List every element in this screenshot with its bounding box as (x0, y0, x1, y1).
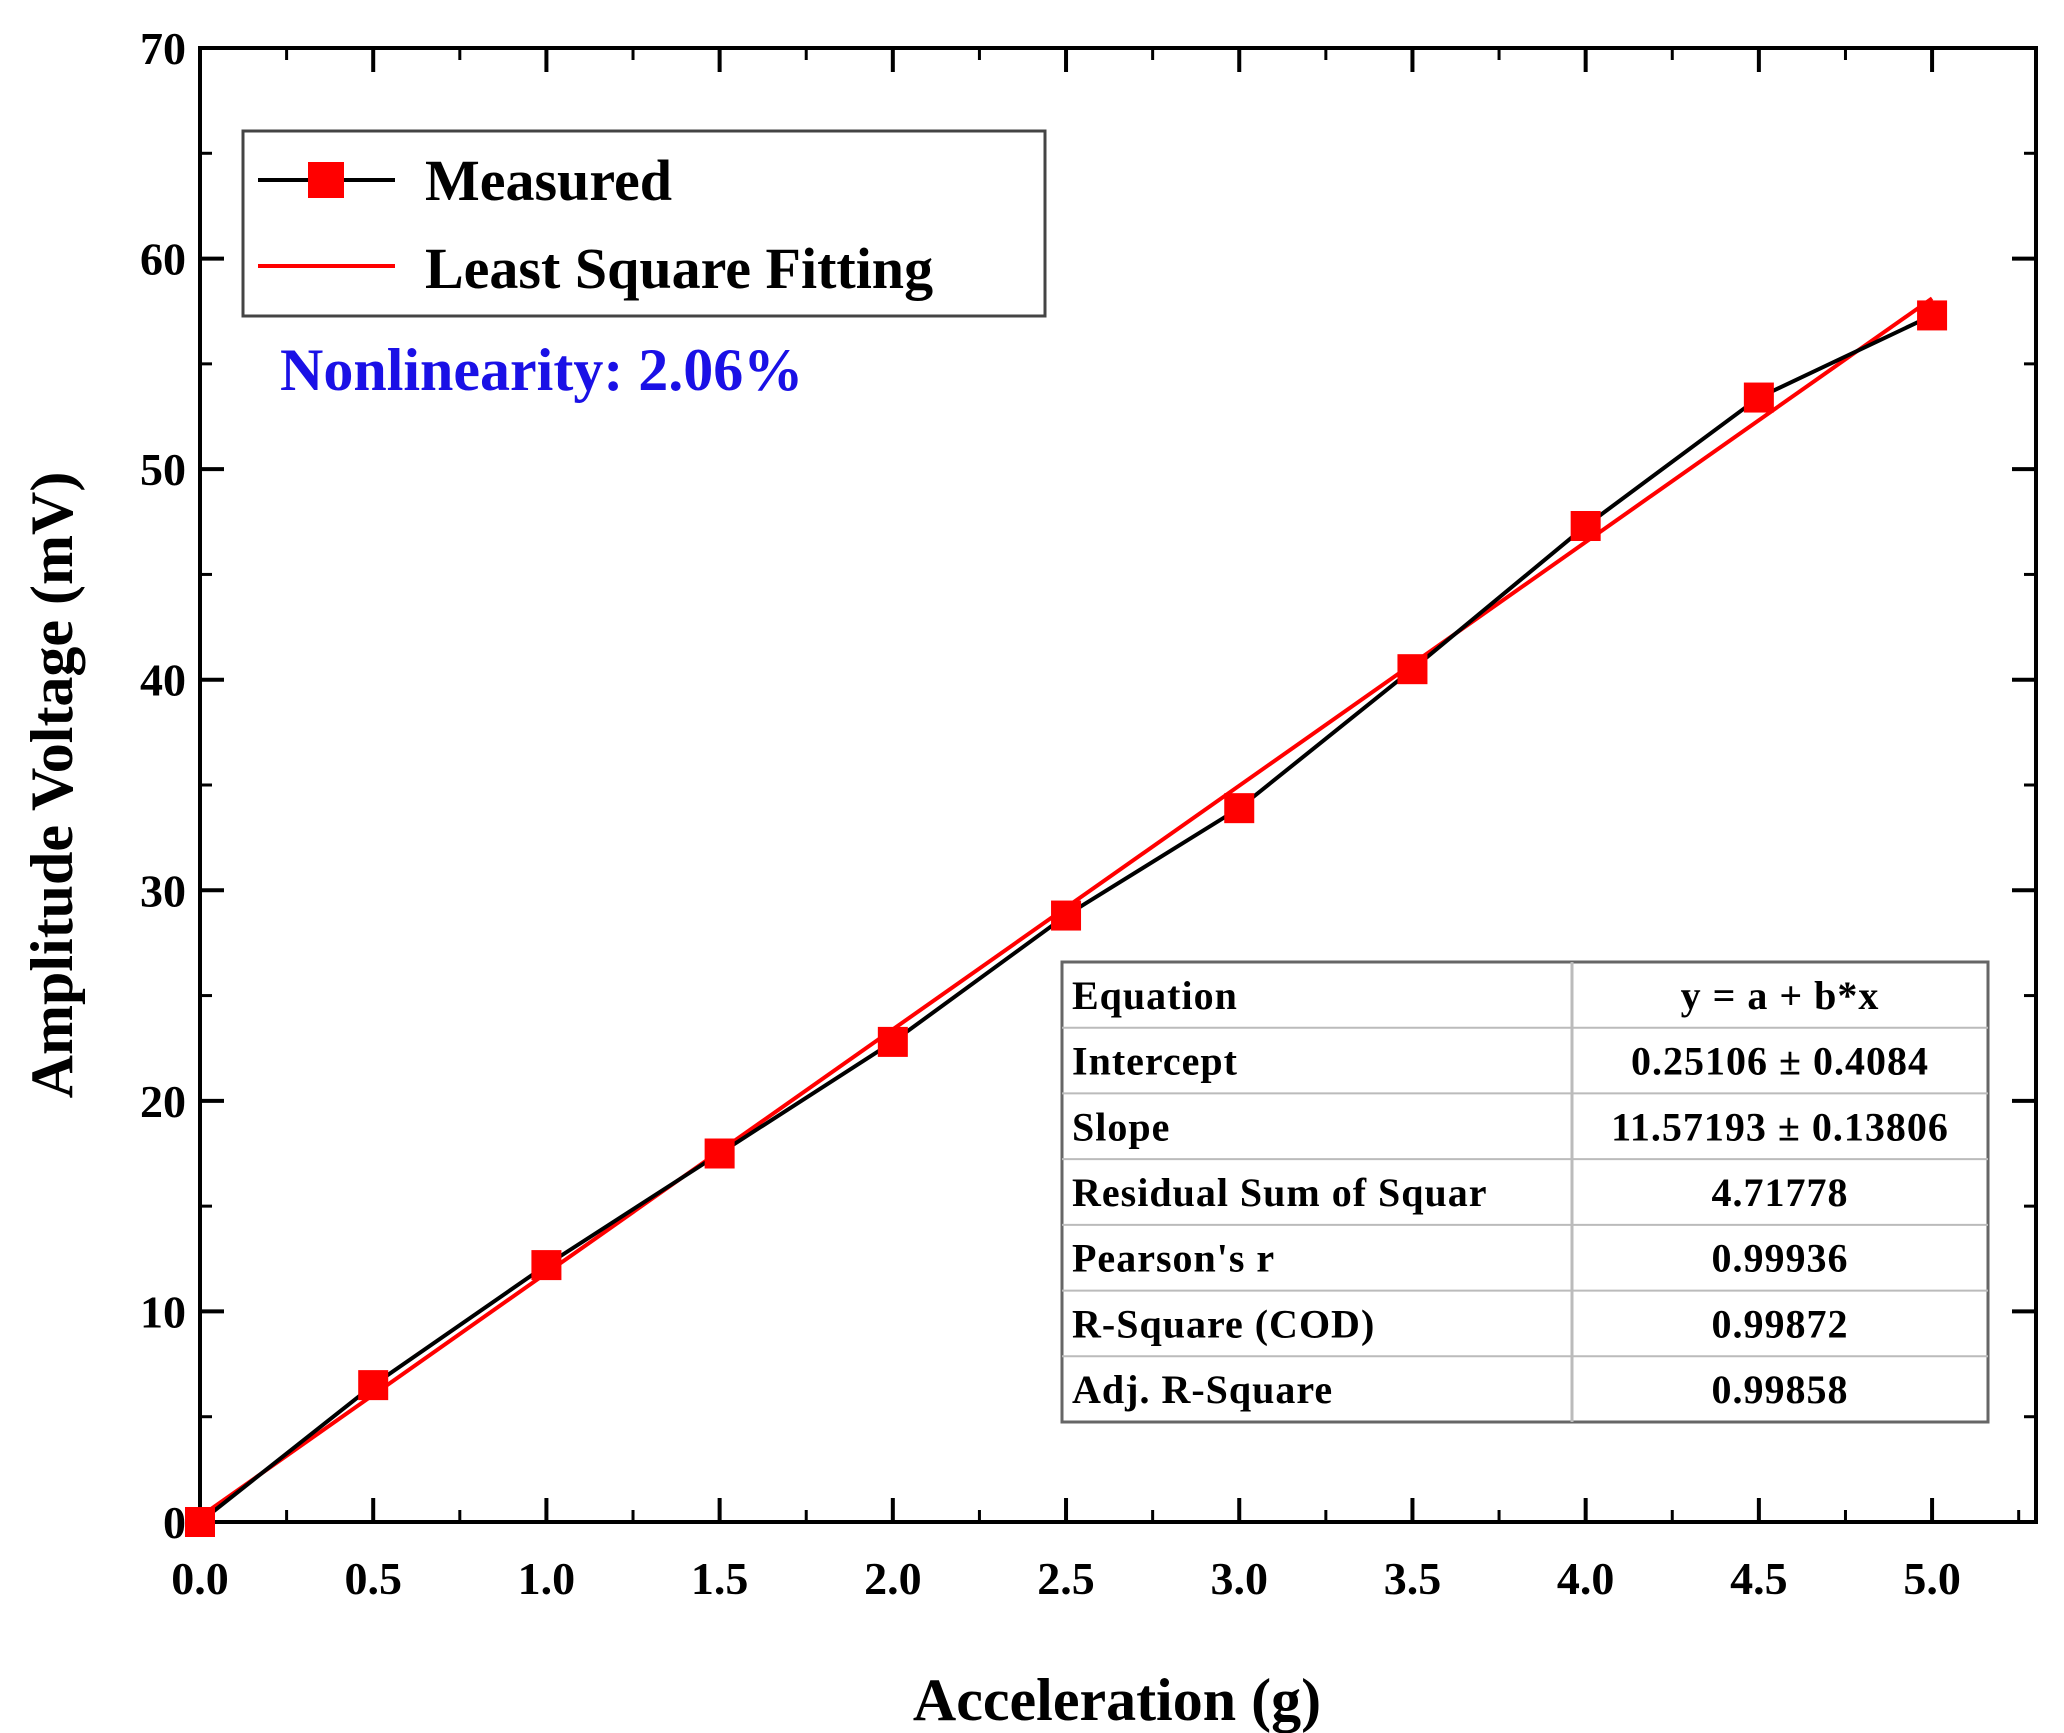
x-tick-label: 5.0 (1903, 1553, 1961, 1604)
x-tick-label: 3.0 (1210, 1553, 1268, 1604)
x-tick-labels: 0.0 0.5 1.0 1.5 2.0 2.5 3.0 3.5 4.0 4.5 5.0 (171, 1553, 1961, 1604)
y-tick-label: 30 (140, 865, 186, 916)
measured-point (1570, 510, 1601, 541)
y-tick-label: 60 (140, 234, 186, 285)
y-tick-label: 70 (140, 23, 186, 74)
x-tick-label: 1.0 (518, 1553, 576, 1604)
stats-label: Pearson's r (1072, 1236, 1275, 1281)
stats-table-frame (1060, 960, 1990, 1424)
legend-measured-marker (308, 162, 344, 198)
measured-point (1397, 654, 1428, 685)
stats-value: 0.25106 ± 0.4084 (1631, 1039, 1929, 1084)
stats-label: R-Square (COD) (1072, 1301, 1375, 1346)
stats-label: Slope (1072, 1104, 1170, 1149)
measured-point (704, 1138, 735, 1169)
x-tick-label: 4.0 (1557, 1553, 1615, 1604)
x-tick-label: 0.0 (171, 1553, 229, 1604)
y-tick-label: 50 (140, 444, 186, 495)
stats-label: Adj. R-Square (1072, 1367, 1333, 1412)
stats-value: 0.99858 (1712, 1367, 1849, 1412)
y-tick-label: 20 (140, 1076, 186, 1127)
nonlinearity-annotation: Nonlinearity: 2.06% (280, 337, 803, 403)
stats-label: Intercept (1072, 1039, 1238, 1084)
y-tick-label: 10 (140, 1286, 186, 1337)
x-tick-label: 2.0 (864, 1553, 922, 1604)
measured-point (877, 1026, 908, 1057)
x-tick-label: 2.5 (1037, 1553, 1095, 1604)
legend-fit-label: Least Square Fitting (425, 236, 933, 301)
y-tick-label: 0 (163, 1497, 186, 1548)
stats-label: Residual Sum of Squar (1072, 1170, 1488, 1215)
measured-point (358, 1370, 389, 1401)
axis-ticks (198, 46, 2036, 1524)
stats-value: 0.99936 (1712, 1236, 1849, 1281)
y-axis-title: Amplitude Voltage (mV) (19, 472, 85, 1099)
stats-value: y = a + b*x (1681, 973, 1880, 1018)
stats-table: Equation y = a + b*x Intercept 0.25106 ± 0.… (1060, 960, 1990, 1424)
x-tick-label: 1.5 (691, 1553, 749, 1604)
x-axis-title: Acceleration (g) (913, 1667, 1321, 1733)
x-tick-label: 3.5 (1384, 1553, 1442, 1604)
measured-markers (185, 300, 1948, 1537)
measured-point (1224, 793, 1255, 824)
legend: Measured Least Square Fitting (241, 129, 1047, 318)
stats-label: Equation (1072, 973, 1238, 1018)
measured-point (185, 1507, 215, 1537)
y-tick-label: 40 (140, 655, 186, 706)
legend-box (241, 129, 1047, 318)
y-tick-labels: 0 10 20 30 40 50 60 70 (140, 23, 186, 1548)
x-tick-label: 4.5 (1730, 1553, 1788, 1604)
stats-value: 0.99872 (1712, 1301, 1849, 1346)
legend-measured-label: Measured (425, 148, 672, 213)
stats-value: 11.57193 ± 0.13806 (1611, 1104, 1949, 1149)
measured-point (1051, 900, 1082, 931)
measured-point (1917, 300, 1948, 331)
x-tick-label: 0.5 (344, 1553, 402, 1604)
measured-point (531, 1250, 562, 1281)
measured-point (1743, 382, 1774, 413)
stats-value: 4.71778 (1712, 1170, 1849, 1215)
